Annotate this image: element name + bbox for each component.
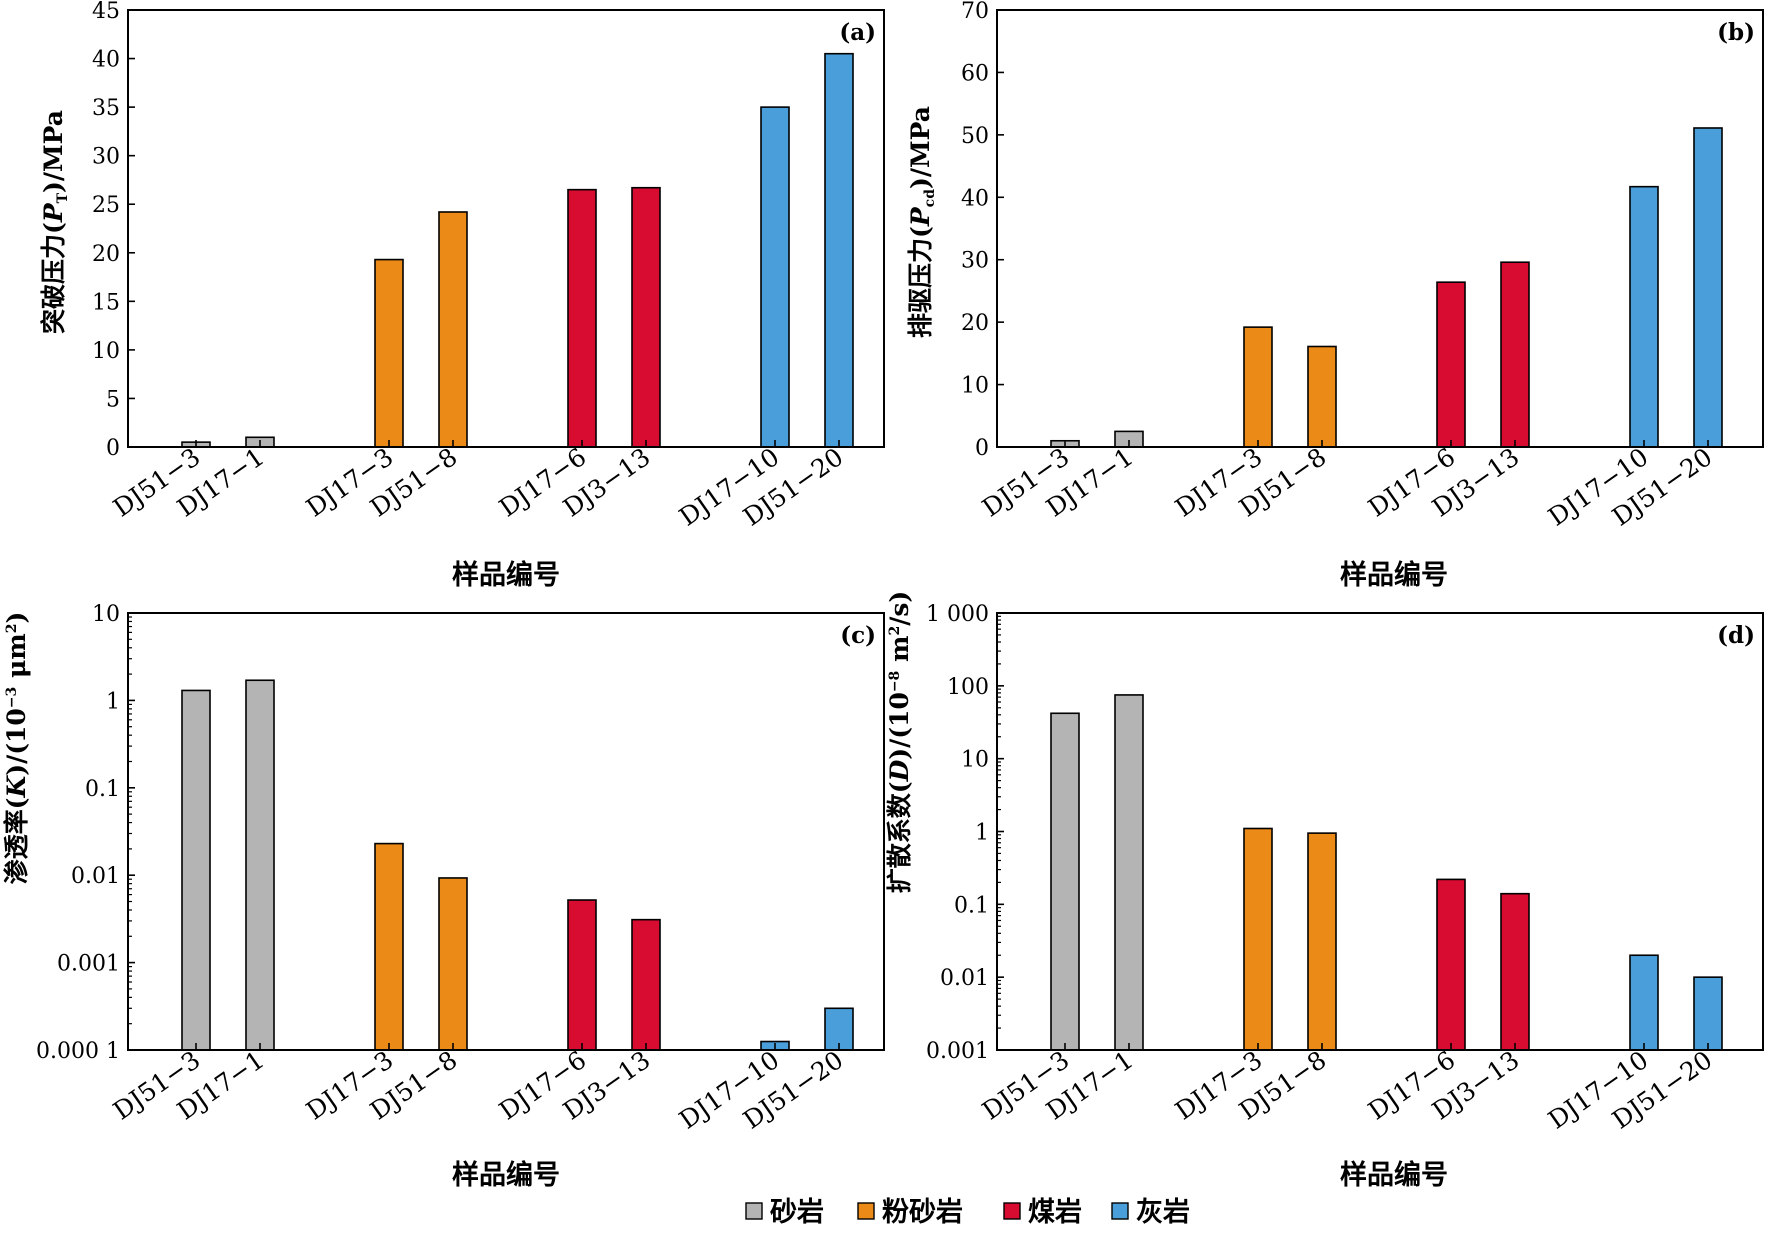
ylabel-d: 扩散系数(D)/(10−8 m2/s): [885, 591, 914, 894]
bar-DJ17-10: [1629, 185, 1659, 448]
bar-DJ51-20: [1693, 127, 1723, 448]
bar-DJ17-3: [374, 258, 404, 448]
y-tick-label: 15: [92, 290, 120, 315]
y-tick-label: 0.1: [85, 777, 120, 802]
plot-frame: [996, 9, 1764, 448]
ylabel-c: 渗透率(K)/(10−3 μm2): [2, 612, 31, 885]
legend-swatch: [1111, 1202, 1129, 1220]
plot-frame: [127, 9, 885, 448]
bar-DJ17-10: [760, 106, 790, 448]
y-tick-label: 40: [92, 48, 120, 73]
legend-swatch: [745, 1202, 763, 1220]
bar-DJ17-6: [1436, 878, 1466, 1051]
y-tick-label: 30: [92, 145, 120, 170]
bar-DJ17-3: [1243, 827, 1273, 1051]
legend-label: 粉砂岩: [882, 1197, 963, 1228]
bar-DJ17-10: [1629, 954, 1659, 1051]
bar-DJ51-20: [824, 52, 854, 448]
ylabel-a: 突破压力(PT)/MPa: [39, 110, 71, 334]
legend-label: 灰岩: [1136, 1197, 1190, 1228]
y-tick-label: 50: [961, 124, 989, 149]
legend-swatch: [1003, 1202, 1021, 1220]
panel-letter: (c): [840, 622, 876, 649]
x-axis-title: 样品编号: [1340, 1159, 1448, 1191]
bar-DJ51-8: [438, 211, 468, 448]
y-tick-label: 0: [975, 436, 989, 461]
legend-item: 灰岩: [1111, 1197, 1190, 1228]
bar-DJ17-3: [374, 842, 404, 1051]
y-tick-label: 0.001: [57, 952, 120, 977]
bar-DJ3-13: [1500, 261, 1530, 448]
y-tick-label: 60: [961, 61, 989, 86]
y-tick-label: 0: [106, 436, 120, 461]
bar-DJ17-6: [567, 899, 597, 1051]
y-tick-label: 10: [92, 339, 120, 364]
legend-item: 粉砂岩: [857, 1197, 963, 1228]
bar-DJ17-6: [1436, 281, 1466, 448]
bar-DJ17-3: [1243, 326, 1273, 448]
panel-letter: (b): [1717, 19, 1755, 46]
y-tick-label: 0.01: [71, 864, 120, 889]
bar-DJ17-6: [567, 188, 597, 448]
bar-DJ3-13: [631, 918, 661, 1051]
bar-DJ51-20: [1693, 976, 1723, 1051]
y-tick-label: 10: [961, 374, 989, 399]
panel-letter: (d): [1717, 622, 1755, 649]
legend-item: 砂岩: [745, 1197, 824, 1228]
bar-DJ17-1: [1114, 694, 1144, 1051]
y-tick-label: 0.1: [954, 893, 989, 918]
y-tick-label: 1: [975, 821, 989, 846]
y-tick-label: 40: [961, 186, 989, 211]
y-tick-label: 10: [92, 602, 120, 627]
y-tick-label: 1: [106, 689, 120, 714]
plot-frame: [127, 612, 885, 1051]
svg-text:扩散系数(D)/(10−8 m2/s): 扩散系数(D)/(10−8 m2/s): [885, 591, 914, 894]
svg-text:排驱压力(Pcd)/MPa: 排驱压力(Pcd)/MPa: [906, 106, 938, 338]
legend-swatch: [857, 1202, 875, 1220]
bar-DJ51-8: [1307, 832, 1337, 1051]
ylabel-b: 排驱压力(Pcd)/MPa: [906, 106, 938, 338]
y-tick-label: 5: [106, 387, 120, 412]
bar-DJ51-8: [438, 877, 468, 1051]
y-tick-label: 45: [92, 0, 120, 24]
legend-label: 煤岩: [1028, 1197, 1082, 1228]
legend-label: 砂岩: [770, 1197, 824, 1228]
x-axis-title: 样品编号: [452, 1159, 560, 1191]
svg-text:渗透率(K)/(10−3 μm2): 渗透率(K)/(10−3 μm2): [2, 612, 31, 885]
y-tick-label: 0.000 1: [36, 1039, 120, 1064]
y-tick-label: 35: [92, 96, 120, 121]
y-tick-label: 0.01: [940, 966, 989, 991]
y-tick-label: 0.001: [926, 1039, 989, 1064]
legend-item: 煤岩: [1003, 1197, 1082, 1228]
bar-DJ51-3: [1050, 712, 1080, 1051]
svg-text:突破压力(PT)/MPa: 突破压力(PT)/MPa: [39, 110, 71, 334]
panel-letter: (a): [839, 19, 876, 46]
bar-DJ51-3: [181, 689, 211, 1051]
y-tick-label: 100: [947, 675, 989, 700]
y-tick-label: 20: [961, 311, 989, 336]
y-tick-label: 10: [961, 748, 989, 773]
bar-DJ17-1: [245, 679, 275, 1051]
x-axis-title: 样品编号: [1340, 559, 1448, 591]
bar-DJ3-13: [631, 186, 661, 448]
y-tick-label: 30: [961, 249, 989, 274]
x-axis-title: 样品编号: [452, 559, 560, 591]
y-tick-label: 1 000: [926, 602, 989, 627]
legend: 砂岩 粉砂岩 煤岩 灰岩: [745, 1197, 1190, 1228]
bar-DJ51-8: [1307, 345, 1337, 448]
y-tick-label: 25: [92, 193, 120, 218]
y-tick-label: 70: [961, 0, 989, 24]
y-tick-label: 20: [92, 242, 120, 267]
bar-DJ3-13: [1500, 892, 1530, 1051]
